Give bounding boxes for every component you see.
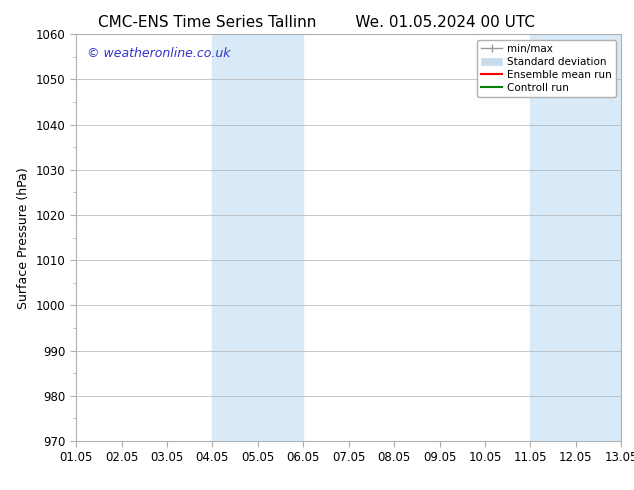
Text: © weatheronline.co.uk: © weatheronline.co.uk bbox=[87, 47, 231, 59]
Bar bbox=[212, 34, 303, 441]
Legend: min/max, Standard deviation, Ensemble mean run, Controll run: min/max, Standard deviation, Ensemble me… bbox=[477, 40, 616, 97]
Text: CMC-ENS Time Series Tallinn        We. 01.05.2024 00 UTC: CMC-ENS Time Series Tallinn We. 01.05.20… bbox=[98, 15, 536, 30]
Bar bbox=[531, 34, 621, 441]
Y-axis label: Surface Pressure (hPa): Surface Pressure (hPa) bbox=[17, 167, 30, 309]
